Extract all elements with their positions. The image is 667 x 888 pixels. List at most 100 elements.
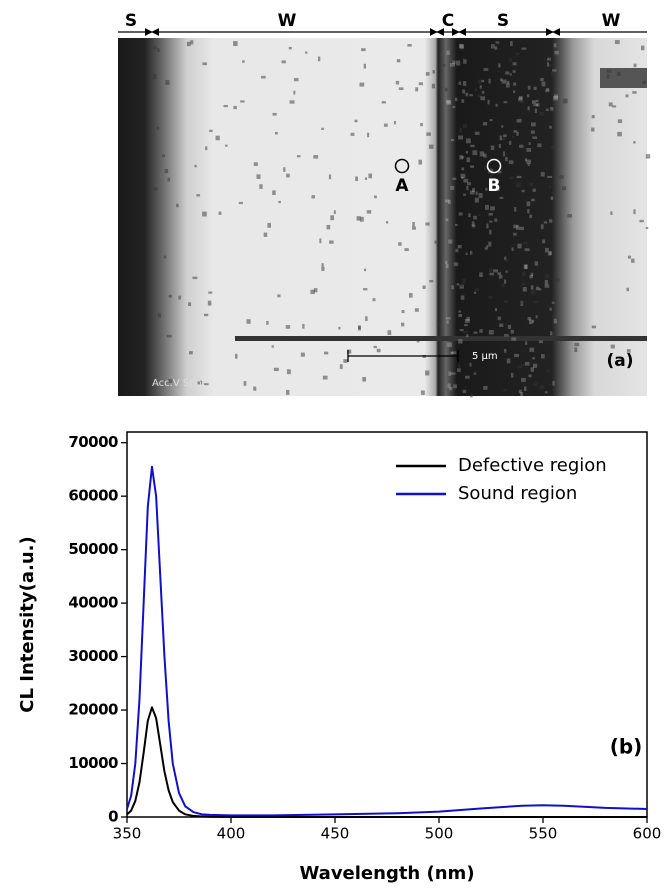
speckle xyxy=(498,274,503,279)
speckle xyxy=(543,221,548,224)
speckle xyxy=(513,90,516,94)
speckle xyxy=(494,218,498,222)
speckle xyxy=(523,241,529,244)
point-label: B xyxy=(488,176,501,196)
speckle xyxy=(207,300,212,306)
speckle xyxy=(274,131,278,135)
speckle xyxy=(326,224,331,230)
speckle xyxy=(469,362,472,367)
speckle xyxy=(633,209,636,215)
speckle xyxy=(513,232,517,236)
speckle xyxy=(478,213,481,216)
speckle xyxy=(450,63,455,67)
speckle xyxy=(153,187,158,191)
speckle xyxy=(591,115,595,119)
micrograph xyxy=(118,38,651,398)
speckle xyxy=(473,372,477,375)
speckle xyxy=(457,245,462,249)
speckle xyxy=(277,294,281,298)
speckle xyxy=(322,375,328,380)
speckle xyxy=(328,174,332,180)
speckle xyxy=(461,176,464,180)
speckle xyxy=(554,278,560,282)
x-tick-label: 350 xyxy=(113,825,142,843)
speckle xyxy=(203,313,209,317)
speckle xyxy=(446,50,450,55)
speckle xyxy=(503,101,508,104)
speckle xyxy=(508,58,512,62)
speckle xyxy=(450,185,455,190)
speckle xyxy=(473,331,478,334)
speckle xyxy=(533,382,538,386)
speckle xyxy=(434,240,437,244)
speckle xyxy=(626,349,631,353)
speckle xyxy=(508,160,514,165)
speckle xyxy=(444,87,448,92)
speckle xyxy=(498,63,501,68)
speckle xyxy=(591,127,595,132)
speckle xyxy=(503,279,507,284)
speckle xyxy=(540,224,544,230)
speckle xyxy=(487,295,493,299)
speckle xyxy=(452,60,456,65)
speckle xyxy=(471,224,476,228)
speckle xyxy=(482,122,488,126)
speckle xyxy=(516,182,522,188)
speckle xyxy=(633,63,637,68)
speckle xyxy=(550,145,555,149)
speckle xyxy=(300,352,305,357)
speckle xyxy=(466,138,471,144)
speckle xyxy=(501,137,506,141)
speckle xyxy=(478,79,482,84)
speckle xyxy=(553,94,558,99)
speckle xyxy=(518,97,523,102)
speckle xyxy=(457,368,461,372)
speckle xyxy=(356,216,361,221)
speckle xyxy=(165,80,170,85)
speckle xyxy=(530,130,535,134)
speckle xyxy=(256,174,261,179)
speckle xyxy=(531,100,537,104)
speckle xyxy=(526,159,532,164)
speckle xyxy=(479,329,483,333)
speckle xyxy=(532,136,538,139)
speckle xyxy=(412,226,416,230)
speckle xyxy=(452,105,456,109)
speckle xyxy=(463,331,468,334)
speckle xyxy=(521,47,527,50)
speckle xyxy=(532,188,536,192)
speckle xyxy=(488,212,493,216)
speckle xyxy=(552,380,555,386)
speckle xyxy=(497,316,501,321)
series-line xyxy=(126,706,647,818)
speckle xyxy=(338,326,341,330)
speckle xyxy=(550,331,553,336)
speckle xyxy=(489,220,493,223)
speckle xyxy=(480,96,486,101)
speckle xyxy=(608,102,613,107)
speckle xyxy=(501,125,504,128)
speckle xyxy=(156,126,160,130)
speckle xyxy=(209,129,213,133)
speckle xyxy=(404,248,409,252)
speckle xyxy=(521,377,526,382)
speckle xyxy=(321,127,324,130)
speckle xyxy=(483,166,489,170)
speckle xyxy=(272,190,276,195)
speckle xyxy=(511,135,514,138)
speckle xyxy=(534,108,538,113)
speckle xyxy=(539,112,545,117)
speckle xyxy=(454,223,458,226)
speckle xyxy=(387,330,392,336)
speckle xyxy=(446,100,452,105)
speckle xyxy=(470,393,473,398)
x-tick-label: 500 xyxy=(425,825,454,843)
speckle xyxy=(606,74,610,79)
speckle xyxy=(488,78,491,84)
speckle xyxy=(524,248,530,252)
speckle xyxy=(261,75,266,79)
speckle xyxy=(462,123,468,128)
speckle xyxy=(574,347,578,353)
speckle xyxy=(495,103,498,107)
speckle xyxy=(246,319,251,324)
